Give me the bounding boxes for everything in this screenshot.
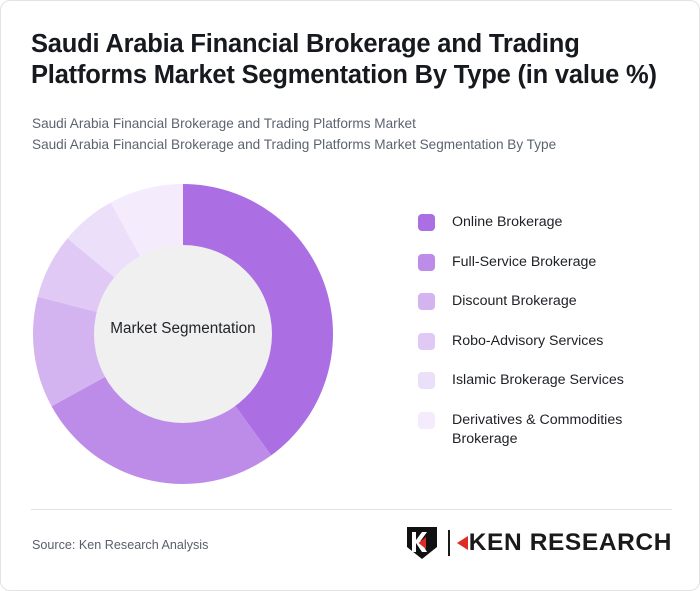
brand-name: KEN RESEARCH xyxy=(447,529,672,557)
legend-swatch xyxy=(418,293,435,310)
chart-legend: Online Brokerage Full-Service Brokerage Di… xyxy=(418,213,678,449)
legend-label: Islamic Brokerage Services xyxy=(452,372,624,388)
legend-label: Full-Service Brokerage xyxy=(452,253,597,270)
legend-item[interactable]: Islamic Brokerage Services xyxy=(418,371,678,390)
page-title: Saudi Arabia Financial Brokerage and Tra… xyxy=(31,30,657,89)
legend-swatch xyxy=(418,253,435,271)
brand-divider-bar xyxy=(447,530,450,556)
subtitle-line-1: Saudi Arabia Financial Brokerage and Tra… xyxy=(32,116,416,131)
source-note: Source: Ken Research Analysis xyxy=(32,538,209,552)
legend-label: Discount Brokerage xyxy=(452,293,577,309)
legend-swatch xyxy=(418,332,435,350)
legend-item[interactable]: Robo-Advisory Services xyxy=(418,332,678,351)
brand-logo: KEN RESEARCH xyxy=(405,526,672,560)
donut-chart: Market Segmentation xyxy=(33,184,333,484)
legend-label: Robo-Advisory Services xyxy=(452,332,604,349)
legend-swatch xyxy=(418,372,435,389)
donut-hole xyxy=(94,245,272,423)
footer-divider xyxy=(31,509,672,510)
legend-swatch xyxy=(418,214,435,231)
legend-item[interactable]: Derivatives & Commodities Brokerage xyxy=(418,411,678,449)
legend-item[interactable]: Online Brokerage xyxy=(418,213,678,232)
legend-label: Online Brokerage xyxy=(452,214,563,230)
subtitle-line-2: Saudi Arabia Financial Brokerage and Tra… xyxy=(32,137,557,152)
brand-name-text: KEN RESEARCH xyxy=(468,529,672,556)
legend-label: Derivatives & Commodities Brokerage xyxy=(452,411,623,447)
donut-svg xyxy=(33,184,333,484)
brand-triangle-icon xyxy=(456,536,468,550)
legend-item[interactable]: Discount Brokerage xyxy=(418,292,678,311)
legend-swatch xyxy=(418,411,435,429)
legend-item[interactable]: Full-Service Brokerage xyxy=(418,253,678,272)
ken-research-shield-icon xyxy=(406,527,437,559)
